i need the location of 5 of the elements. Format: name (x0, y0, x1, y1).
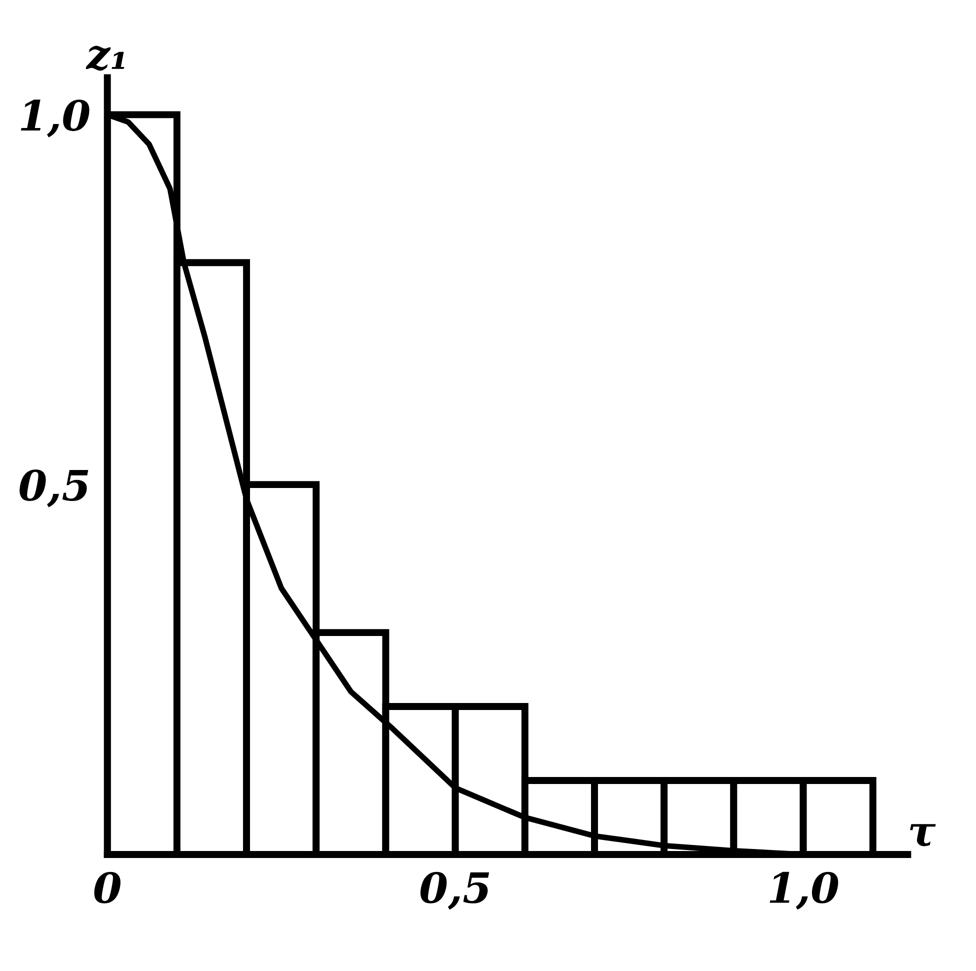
x-axis-title: τ (910, 824, 936, 846)
x-tick-label: 1,0 (770, 872, 838, 910)
x-tick-label: 0,5 (420, 872, 490, 910)
x-tick-label: 0 (94, 872, 120, 904)
y-axis-title: z₁ (86, 46, 124, 71)
